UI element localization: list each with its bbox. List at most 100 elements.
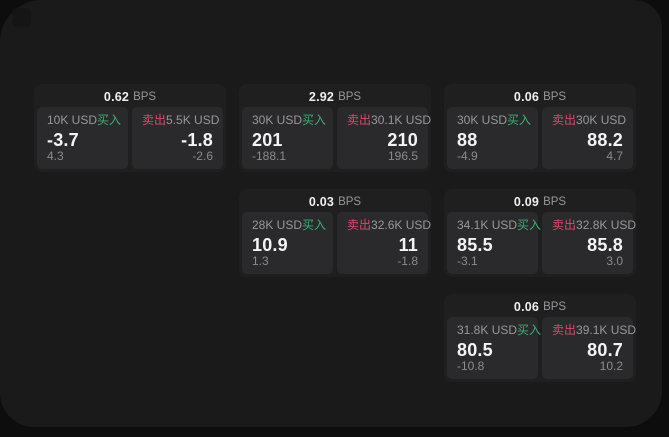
quote-card-1: 0.62 BPS 10K USD 买入 -3.7 4.3 卖出 5.5K USD (34, 84, 226, 172)
buy-side-label: 买入 (97, 113, 122, 127)
buy-delta: 4.3 (47, 149, 64, 163)
buy-price: 10.9 (252, 235, 288, 255)
bps-header: 2.92 BPS (242, 87, 428, 107)
buy-price: 201 (252, 130, 283, 150)
sell-price: -1.8 (181, 130, 213, 150)
sell-tile-header: 卖出 32.6K USD (347, 218, 431, 232)
buy-delta: -4.9 (457, 149, 478, 163)
quote-cards-grid: 0.62 BPS 10K USD 买入 -3.7 4.3 卖出 5.5K USD (34, 84, 636, 382)
sell-size: 39.1K USD (576, 323, 637, 337)
buy-tile[interactable]: 34.1K USD 买入 85.5 -3.1 (447, 212, 541, 274)
bps-unit-label: BPS (338, 196, 362, 208)
sell-size: 30.1K USD (371, 113, 432, 127)
buy-tile-header: 30K USD 买入 (252, 113, 327, 127)
bps-value: 0.06 (513, 300, 540, 314)
sell-delta: -2.6 (192, 149, 213, 163)
buy-tile[interactable]: 28K USD 买入 10.9 1.3 (242, 212, 333, 274)
buy-tile-header: 34.1K USD 买入 (457, 218, 541, 232)
bps-value: 2.92 (308, 90, 335, 104)
buy-tile-header: 30K USD 买入 (457, 113, 532, 127)
bps-unit-label: BPS (543, 91, 567, 103)
sell-size: 32.6K USD (371, 218, 432, 232)
sell-tile-header: 卖出 30K USD (552, 113, 627, 127)
buy-delta: 1.3 (252, 254, 269, 268)
bps-value: 0.62 (103, 90, 130, 104)
sell-side-label: 卖出 (552, 323, 577, 337)
quote-card-6: 0.06 BPS 31.8K USD 买入 80.5 -10.8 卖出 39.1… (444, 294, 636, 382)
quote-card-4: 0.03 BPS 28K USD 买入 10.9 1.3 卖出 32.6K US… (239, 189, 431, 277)
quote-card-3: 0.06 BPS 30K USD 买入 88 -4.9 卖出 30K USD (444, 84, 636, 172)
sell-delta: 196.5 (387, 149, 418, 163)
sell-side-label: 卖出 (552, 218, 577, 232)
quote-tiles: 28K USD 买入 10.9 1.3 卖出 32.6K USD 11 -1.8 (242, 212, 431, 274)
buy-tile-header: 28K USD 买入 (252, 218, 327, 232)
sell-side-label: 卖出 (347, 113, 372, 127)
buy-tile[interactable]: 31.8K USD 买入 80.5 -10.8 (447, 317, 541, 379)
quote-tiles: 34.1K USD 买入 85.5 -3.1 卖出 32.8K USD 85.8… (447, 212, 636, 274)
sell-tile[interactable]: 卖出 30K USD 88.2 4.7 (542, 107, 633, 169)
buy-size: 34.1K USD (457, 218, 518, 232)
window-icon[interactable] (12, 8, 31, 27)
sell-tile[interactable]: 卖出 5.5K USD -1.8 -2.6 (132, 107, 223, 169)
sell-size: 5.5K USD (166, 113, 220, 127)
sell-tile[interactable]: 卖出 39.1K USD 80.7 10.2 (542, 317, 636, 379)
buy-tile-header: 10K USD 买入 (47, 113, 122, 127)
quote-card-5: 0.09 BPS 34.1K USD 买入 85.5 -3.1 卖出 32.8K… (444, 189, 636, 277)
buy-side-label: 买入 (507, 113, 532, 127)
buy-size: 30K USD (457, 113, 508, 127)
buy-delta: -10.8 (457, 359, 485, 373)
bps-unit-label: BPS (543, 196, 567, 208)
sell-size: 32.8K USD (576, 218, 637, 232)
bps-value: 0.03 (308, 195, 335, 209)
sell-delta: 10.2 (599, 359, 623, 373)
buy-side-label: 买入 (302, 218, 327, 232)
bps-header: 0.06 BPS (447, 87, 633, 107)
buy-delta: -3.1 (457, 254, 478, 268)
quote-tiles: 30K USD 买入 88 -4.9 卖出 30K USD 88.2 4.7 (447, 107, 633, 169)
bps-value: 0.09 (513, 195, 540, 209)
bps-unit-label: BPS (543, 301, 567, 313)
sell-tile-header: 卖出 5.5K USD (142, 113, 219, 127)
sell-price: 210 (387, 130, 418, 150)
quote-tiles: 30K USD 买入 201 -188.1 卖出 30.1K USD 210 1… (242, 107, 431, 169)
quote-tiles: 10K USD 买入 -3.7 4.3 卖出 5.5K USD -1.8 -2.… (37, 107, 223, 169)
buy-side-label: 买入 (517, 323, 542, 337)
sell-price: 11 (398, 235, 418, 255)
buy-tile[interactable]: 10K USD 买入 -3.7 4.3 (37, 107, 128, 169)
sell-size: 30K USD (576, 113, 627, 127)
sell-tile[interactable]: 卖出 32.8K USD 85.8 3.0 (542, 212, 636, 274)
sell-tile-header: 卖出 39.1K USD (552, 323, 636, 337)
bps-header: 0.62 BPS (37, 87, 223, 107)
bps-header: 0.06 BPS (447, 297, 633, 317)
sell-side-label: 卖出 (142, 113, 167, 127)
bps-value: 0.06 (513, 90, 540, 104)
buy-size: 28K USD (252, 218, 303, 232)
sell-tile[interactable]: 卖出 30.1K USD 210 196.5 (337, 107, 431, 169)
sell-tile-header: 卖出 30.1K USD (347, 113, 431, 127)
buy-size: 31.8K USD (457, 323, 518, 337)
buy-price: 80.5 (457, 340, 493, 360)
bps-unit-label: BPS (133, 91, 157, 103)
buy-side-label: 买入 (517, 218, 542, 232)
sell-price: 85.8 (587, 235, 623, 255)
sell-price: 80.7 (587, 340, 623, 360)
buy-price: 85.5 (457, 235, 493, 255)
buy-price: 88 (457, 130, 478, 150)
sell-delta: 4.7 (606, 149, 623, 163)
sell-delta: 3.0 (606, 254, 623, 268)
buy-tile[interactable]: 30K USD 买入 201 -188.1 (242, 107, 333, 169)
bps-unit-label: BPS (338, 91, 362, 103)
sell-tile-header: 卖出 32.8K USD (552, 218, 636, 232)
sell-tile[interactable]: 卖出 32.6K USD 11 -1.8 (337, 212, 431, 274)
quote-card-2: 2.92 BPS 30K USD 买入 201 -188.1 卖出 30.1K … (239, 84, 431, 172)
buy-tile-header: 31.8K USD 买入 (457, 323, 541, 337)
buy-side-label: 买入 (302, 113, 327, 127)
sell-side-label: 卖出 (347, 218, 372, 232)
bps-header: 0.03 BPS (242, 192, 428, 212)
buy-size: 10K USD (47, 113, 98, 127)
sell-side-label: 卖出 (552, 113, 577, 127)
quote-tiles: 31.8K USD 买入 80.5 -10.8 卖出 39.1K USD 80.… (447, 317, 636, 379)
buy-size: 30K USD (252, 113, 303, 127)
buy-tile[interactable]: 30K USD 买入 88 -4.9 (447, 107, 538, 169)
